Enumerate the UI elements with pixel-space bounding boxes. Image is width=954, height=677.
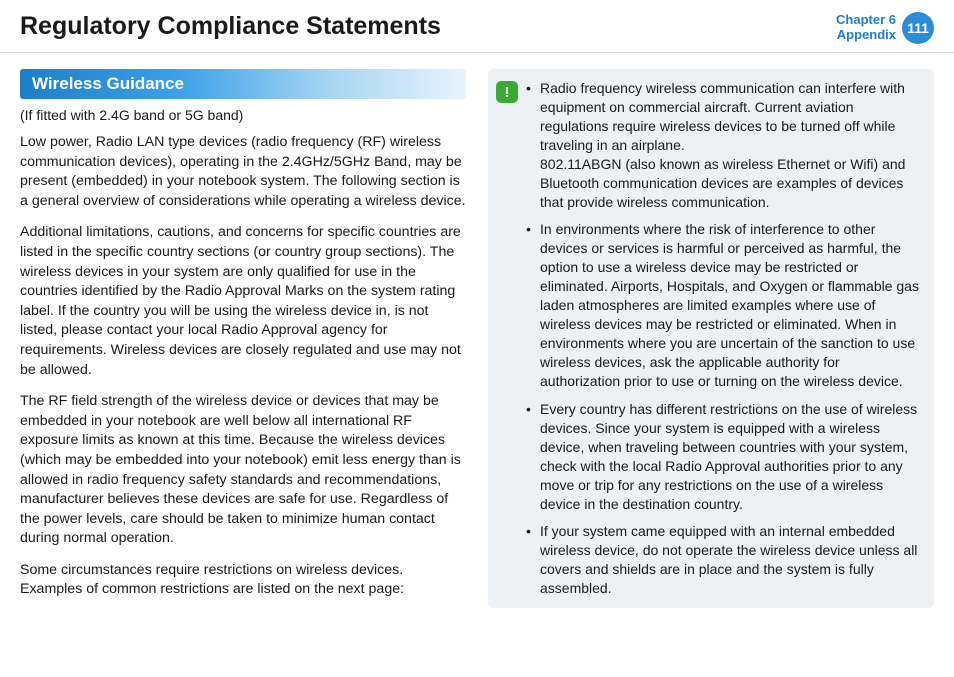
notice-box: ! Radio frequency wireless communication… <box>488 69 934 608</box>
paragraph: The RF field strength of the wireless de… <box>20 392 466 549</box>
page-header: Regulatory Compliance Statements Chapter… <box>0 0 954 53</box>
list-item: If your system came equipped with an int… <box>526 522 920 598</box>
chapter-block: Chapter 6 Appendix 111 <box>836 12 934 44</box>
chapter-line2: Appendix <box>836 28 896 43</box>
chapter-text: Chapter 6 Appendix <box>836 13 896 43</box>
paragraph: Low power, Radio LAN type devices (radio… <box>20 133 466 211</box>
notice-list: Radio frequency wireless communication c… <box>526 79 920 598</box>
list-item-text: Radio frequency wireless communication c… <box>540 80 905 210</box>
list-item: Radio frequency wireless communication c… <box>526 79 920 212</box>
alert-icon: ! <box>496 81 518 103</box>
list-item: In environments where the risk of interf… <box>526 220 920 391</box>
chapter-line1: Chapter 6 <box>836 13 896 28</box>
list-item: Every country has different restrictions… <box>526 400 920 514</box>
list-item-text: If your system came equipped with an int… <box>540 523 917 596</box>
section-subtitle: (If fitted with 2.4G band or 5G band) <box>20 107 466 123</box>
section-heading: Wireless Guidance <box>20 69 466 99</box>
list-item-text: In environments where the risk of interf… <box>540 221 919 389</box>
paragraph: Additional limitations, cautions, and co… <box>20 223 466 380</box>
page-title: Regulatory Compliance Statements <box>20 12 441 41</box>
left-column: Wireless Guidance (If fitted with 2.4G b… <box>20 69 466 612</box>
page-number-badge: 111 <box>902 12 934 44</box>
content-area: Wireless Guidance (If fitted with 2.4G b… <box>0 53 954 622</box>
right-column: ! Radio frequency wireless communication… <box>488 69 934 612</box>
list-item-text: Every country has different restrictions… <box>540 401 917 512</box>
paragraph: Some circumstances require restrictions … <box>20 561 466 600</box>
